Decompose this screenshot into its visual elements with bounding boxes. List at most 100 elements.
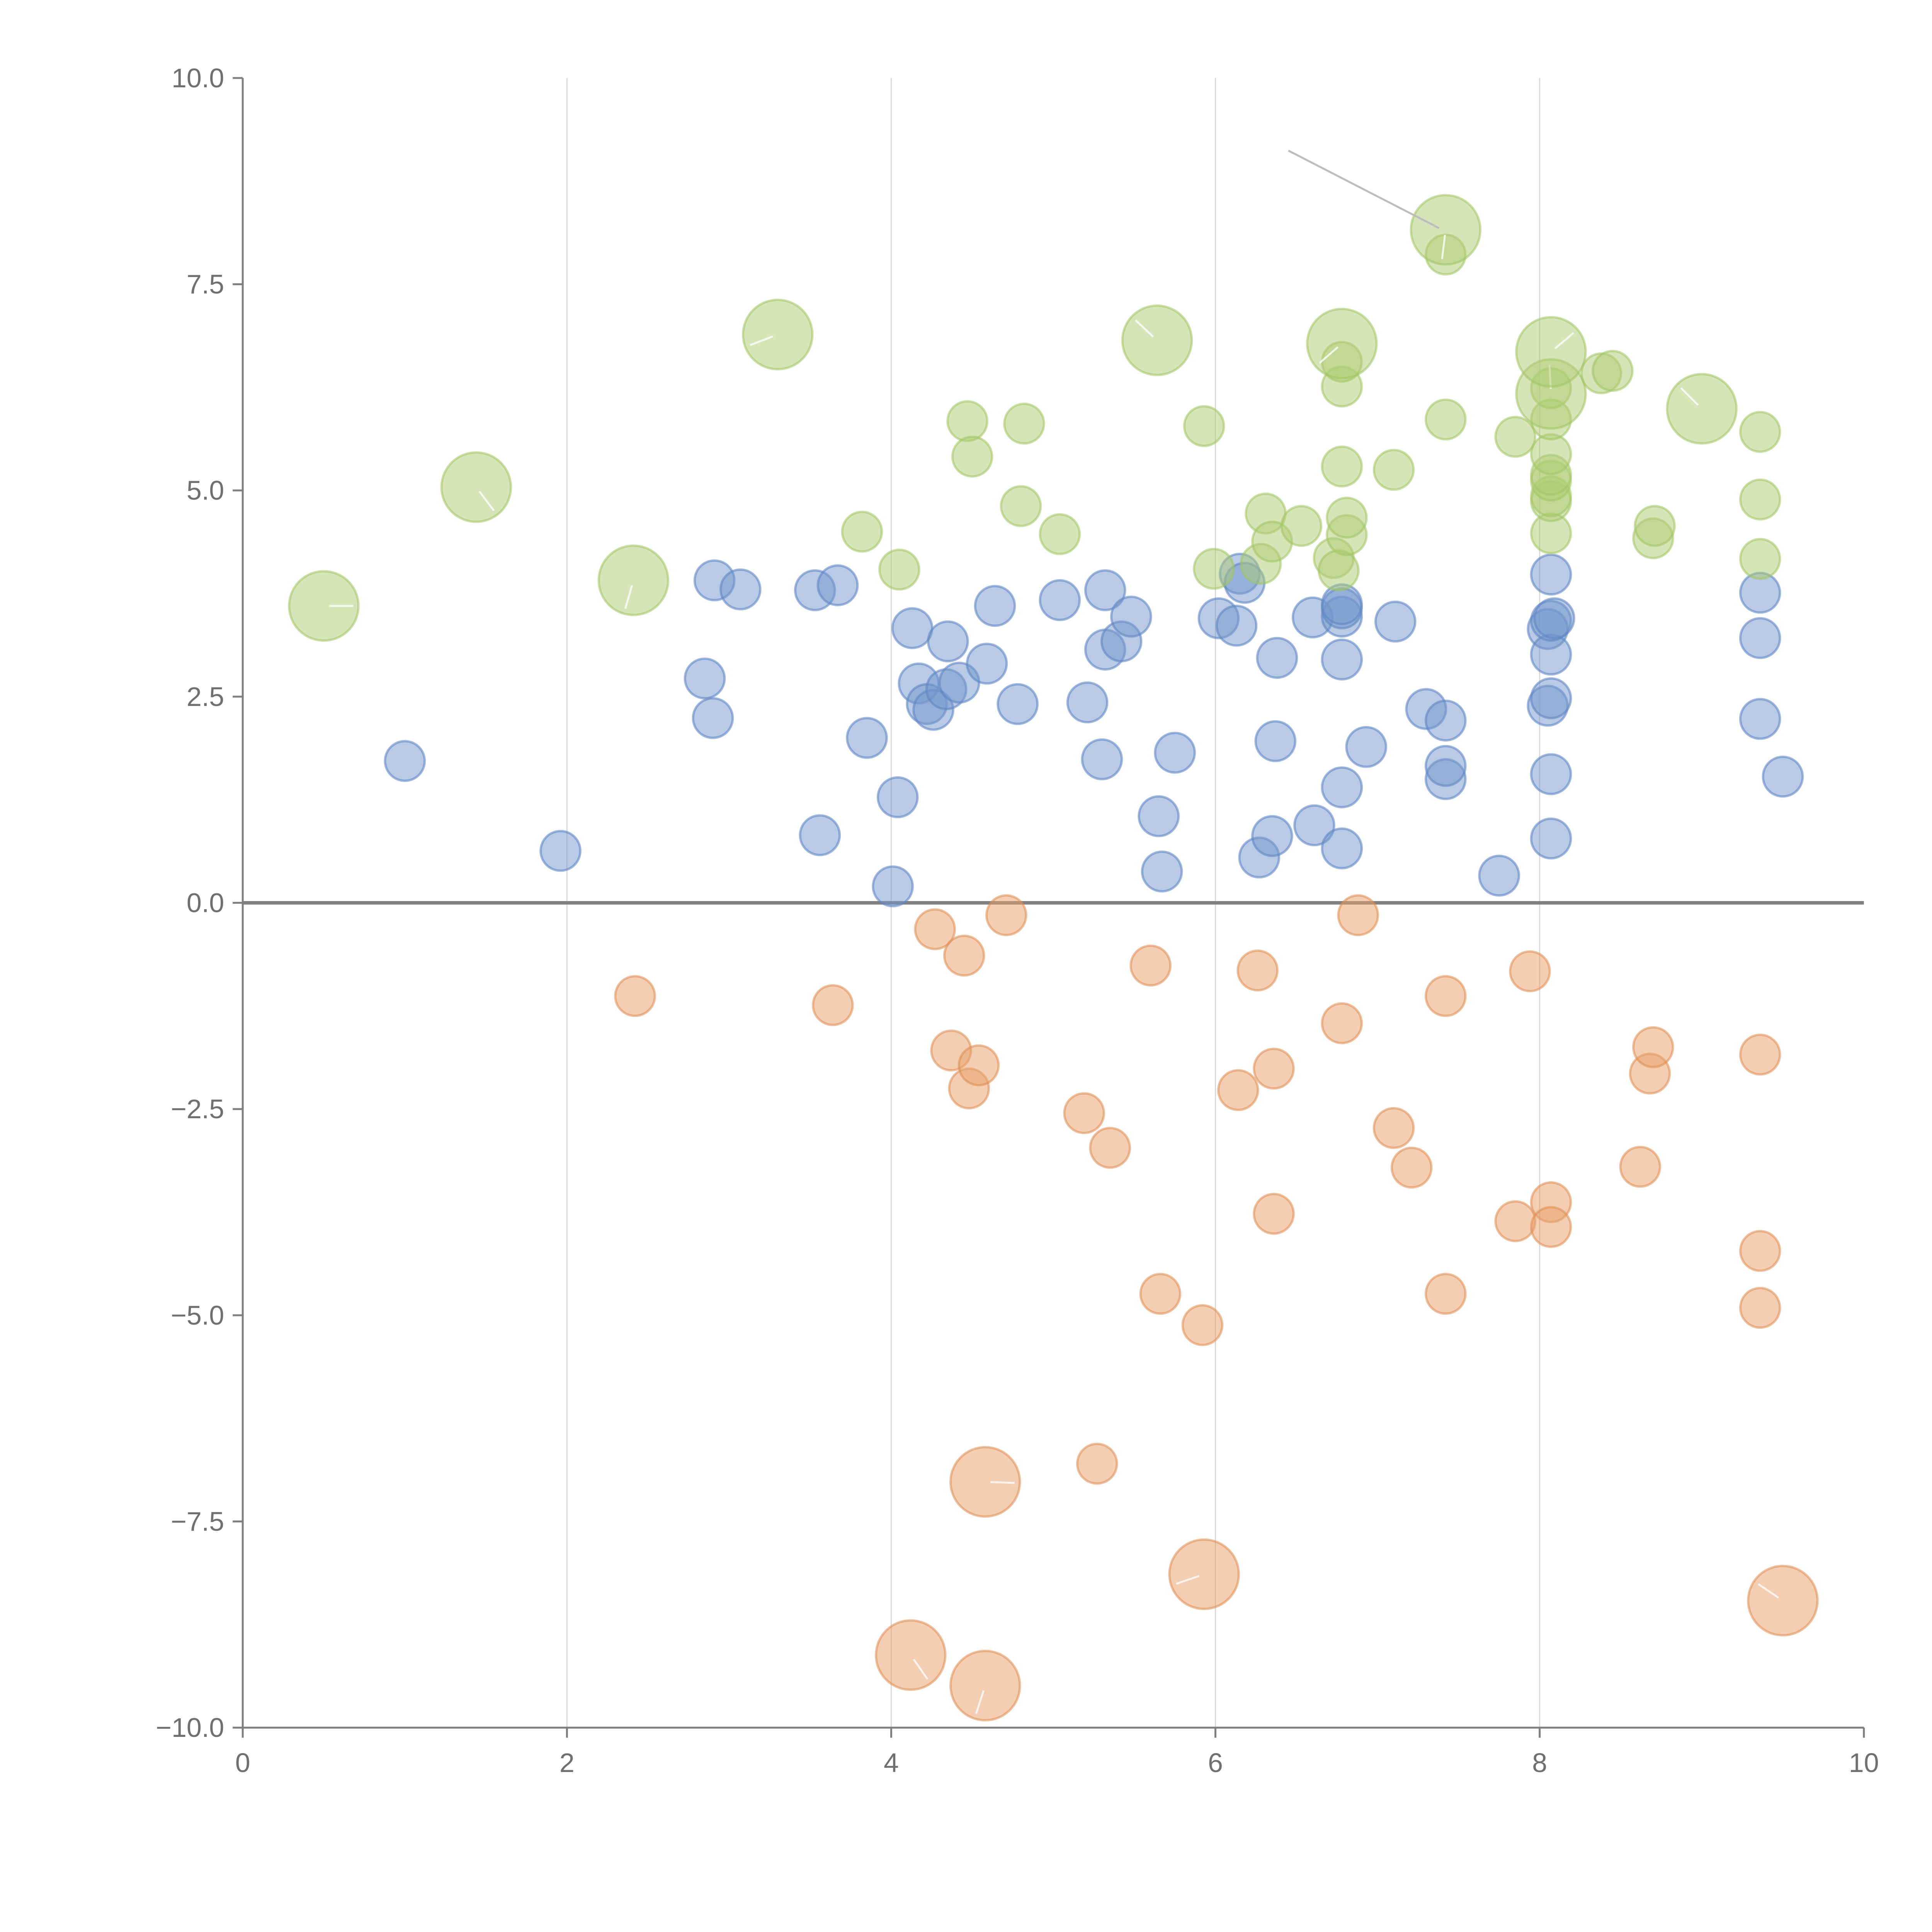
data-point-orange: [1089, 1127, 1131, 1169]
data-point-blue: [846, 717, 888, 759]
data-point-orange: [812, 984, 854, 1026]
data-point-orange: [985, 894, 1027, 936]
data-point-blue: [1256, 637, 1298, 679]
data-point-orange: [1129, 944, 1172, 987]
data-point-green: [1372, 449, 1415, 491]
bubble-highlight-stroke: [913, 1658, 929, 1680]
data-point-blue: [1478, 854, 1520, 897]
data-point-orange: [1076, 1442, 1118, 1485]
data-point-orange: [1739, 1287, 1781, 1329]
data-point-blue: [1424, 699, 1467, 742]
bubble-highlight-stroke: [478, 490, 495, 512]
bubble-highlight-stroke: [1554, 332, 1575, 349]
data-point-green: [1326, 497, 1368, 539]
data-point-orange: [1139, 1273, 1182, 1315]
data-point-green: [1739, 411, 1781, 453]
data-point-green: [1739, 478, 1781, 520]
data-point-blue: [799, 814, 841, 856]
data-point-blue: [1533, 597, 1575, 639]
data-point-blue: [1762, 755, 1804, 798]
bubble-highlight-stroke: [1319, 346, 1339, 364]
data-point-blue: [692, 697, 734, 739]
data-point-blue: [539, 830, 582, 872]
bubble-highlight-stroke: [1134, 319, 1154, 338]
data-point-green: [1515, 316, 1587, 388]
data-point-green: [1410, 194, 1482, 266]
data-point-orange: [914, 908, 956, 951]
data-point-blue: [684, 657, 726, 700]
data-point-green: [1634, 505, 1676, 547]
data-point-blue: [1374, 600, 1417, 643]
data-point-green: [1321, 446, 1363, 488]
data-point-blue: [1424, 745, 1467, 787]
data-point-blue: [876, 776, 919, 818]
data-point-blue: [1039, 579, 1081, 621]
data-point-green: [1193, 548, 1235, 590]
data-point-orange: [1321, 1002, 1363, 1044]
marks-layer: [288, 194, 1819, 1722]
x-tick-label: 4: [884, 1748, 899, 1778]
data-point-orange: [949, 1446, 1021, 1518]
data-point-blue: [1739, 698, 1781, 740]
y-tick-label: −10.0: [156, 1713, 224, 1743]
data-point-orange: [614, 975, 656, 1017]
data-point-green: [946, 400, 988, 442]
data-point-green: [1000, 485, 1042, 527]
data-point-orange: [1253, 1048, 1295, 1090]
data-point-blue: [1345, 726, 1387, 768]
data-point-blue: [1530, 553, 1572, 596]
y-tick-label: 2.5: [187, 682, 224, 712]
bubble-highlight-stroke: [1176, 1575, 1200, 1585]
y-tick-label: −5.0: [171, 1300, 224, 1330]
y-tick-label: 5.0: [187, 475, 224, 505]
data-point-orange: [1181, 1304, 1224, 1346]
data-point-orange: [1337, 894, 1379, 936]
data-point-orange: [1236, 949, 1279, 992]
data-point-blue: [1530, 817, 1572, 860]
annotation-leader-line: [1288, 150, 1440, 229]
data-point-orange: [1619, 1146, 1662, 1188]
data-point-green: [1592, 350, 1634, 392]
data-point-blue: [1215, 605, 1258, 647]
data-point-orange: [1530, 1206, 1572, 1248]
data-point-green: [1666, 373, 1738, 445]
bubble-highlight-stroke: [624, 585, 633, 609]
data-point-green: [742, 299, 814, 371]
data-point-blue: [974, 585, 1016, 627]
data-point-blue: [1141, 850, 1183, 893]
data-point-blue: [1081, 738, 1123, 781]
data-point-blue: [1254, 720, 1297, 762]
data-point-orange: [1168, 1538, 1240, 1610]
x-tick-label: 0: [235, 1748, 250, 1778]
data-point-blue: [927, 620, 969, 663]
series-blue: [384, 553, 1804, 908]
data-point-orange: [1372, 1107, 1415, 1149]
x-tick-label: 2: [560, 1748, 575, 1778]
data-point-orange: [1747, 1565, 1819, 1637]
data-point-green: [951, 435, 993, 478]
data-point-blue: [1321, 638, 1363, 681]
data-point-orange: [1424, 975, 1467, 1017]
y-tick-label: 7.5: [187, 269, 224, 299]
series-orange: [614, 894, 1819, 1722]
data-point-orange: [1494, 1200, 1536, 1242]
data-point-orange: [949, 1650, 1021, 1722]
data-point-green: [1183, 405, 1225, 447]
bubble-highlight-stroke: [1441, 235, 1446, 259]
data-point-blue: [1138, 795, 1180, 837]
bubble-highlight-stroke: [990, 1481, 1015, 1484]
data-point-green: [1280, 505, 1323, 547]
y-tick-label: −7.5: [171, 1507, 224, 1537]
data-point-orange: [1632, 1026, 1674, 1068]
data-point-green: [1739, 538, 1781, 580]
bubble-highlight-stroke: [1758, 1583, 1779, 1599]
data-point-blue: [891, 607, 934, 649]
bubble-highlight-stroke: [750, 335, 774, 346]
data-point-orange: [1509, 950, 1551, 992]
bubble-highlight-stroke: [1680, 387, 1699, 406]
x-tick-label: 10: [1849, 1748, 1879, 1778]
data-point-orange: [1739, 1230, 1781, 1272]
data-point-blue: [1321, 827, 1363, 869]
data-point-blue: [1110, 595, 1152, 638]
